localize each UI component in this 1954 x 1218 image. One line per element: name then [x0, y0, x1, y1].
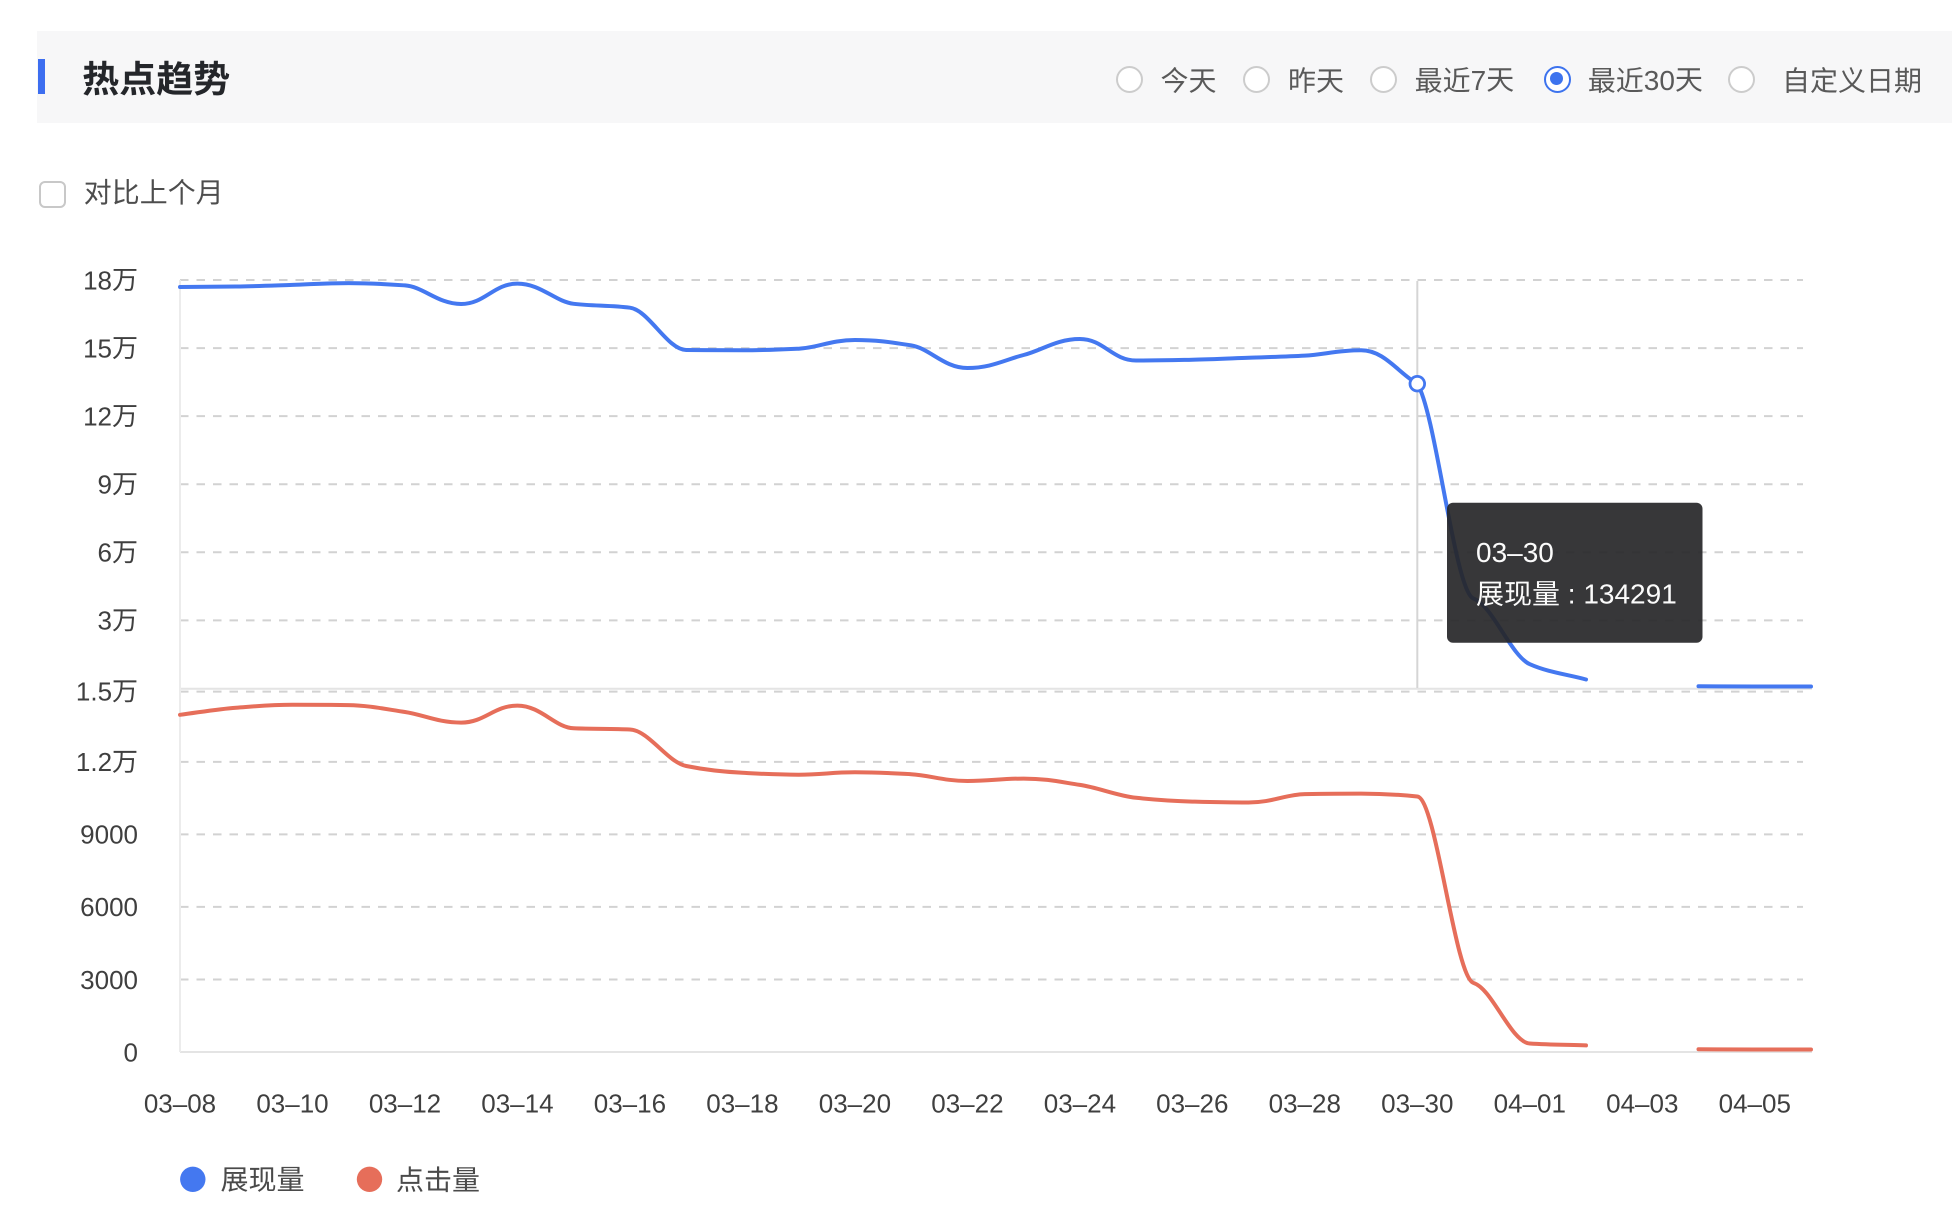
- svg-text:03–30: 03–30: [1476, 537, 1554, 568]
- svg-text:6: 6: [98, 538, 112, 568]
- svg-text:6000: 6000: [80, 892, 138, 922]
- svg-text:15: 15: [83, 333, 112, 363]
- svg-text:03–12: 03–12: [369, 1089, 441, 1119]
- svg-text:0: 0: [124, 1037, 138, 1067]
- svg-text:03–18: 03–18: [706, 1089, 778, 1119]
- svg-text:3000: 3000: [80, 965, 138, 995]
- svg-text:9000: 9000: [80, 820, 138, 850]
- svg-text:03–30: 03–30: [1381, 1089, 1453, 1119]
- svg-text:9: 9: [98, 470, 112, 500]
- svg-text:04–03: 04–03: [1606, 1089, 1678, 1119]
- svg-text:7: 7: [1471, 65, 1487, 96]
- svg-text:03–16: 03–16: [594, 1089, 666, 1119]
- svg-text:03–14: 03–14: [481, 1089, 553, 1119]
- svg-text:04–01: 04–01: [1494, 1089, 1566, 1119]
- svg-text:30: 30: [1644, 65, 1675, 96]
- svg-text:03–28: 03–28: [1269, 1089, 1341, 1119]
- svg-text:03–22: 03–22: [931, 1089, 1003, 1119]
- svg-text:03–08: 03–08: [144, 1089, 216, 1119]
- svg-text:: 134291: : 134291: [1560, 579, 1677, 610]
- svg-text:18: 18: [83, 265, 112, 295]
- svg-text:04–05: 04–05: [1719, 1089, 1791, 1119]
- svg-text:03–20: 03–20: [819, 1089, 891, 1119]
- svg-text:12: 12: [83, 401, 112, 431]
- svg-text:3: 3: [98, 606, 112, 636]
- svg-text:03–24: 03–24: [1044, 1089, 1116, 1119]
- svg-text:03–10: 03–10: [256, 1089, 328, 1119]
- svg-text:1.2: 1.2: [76, 747, 112, 777]
- svg-text:1.5: 1.5: [76, 677, 112, 707]
- svg-text:03–26: 03–26: [1156, 1089, 1228, 1119]
